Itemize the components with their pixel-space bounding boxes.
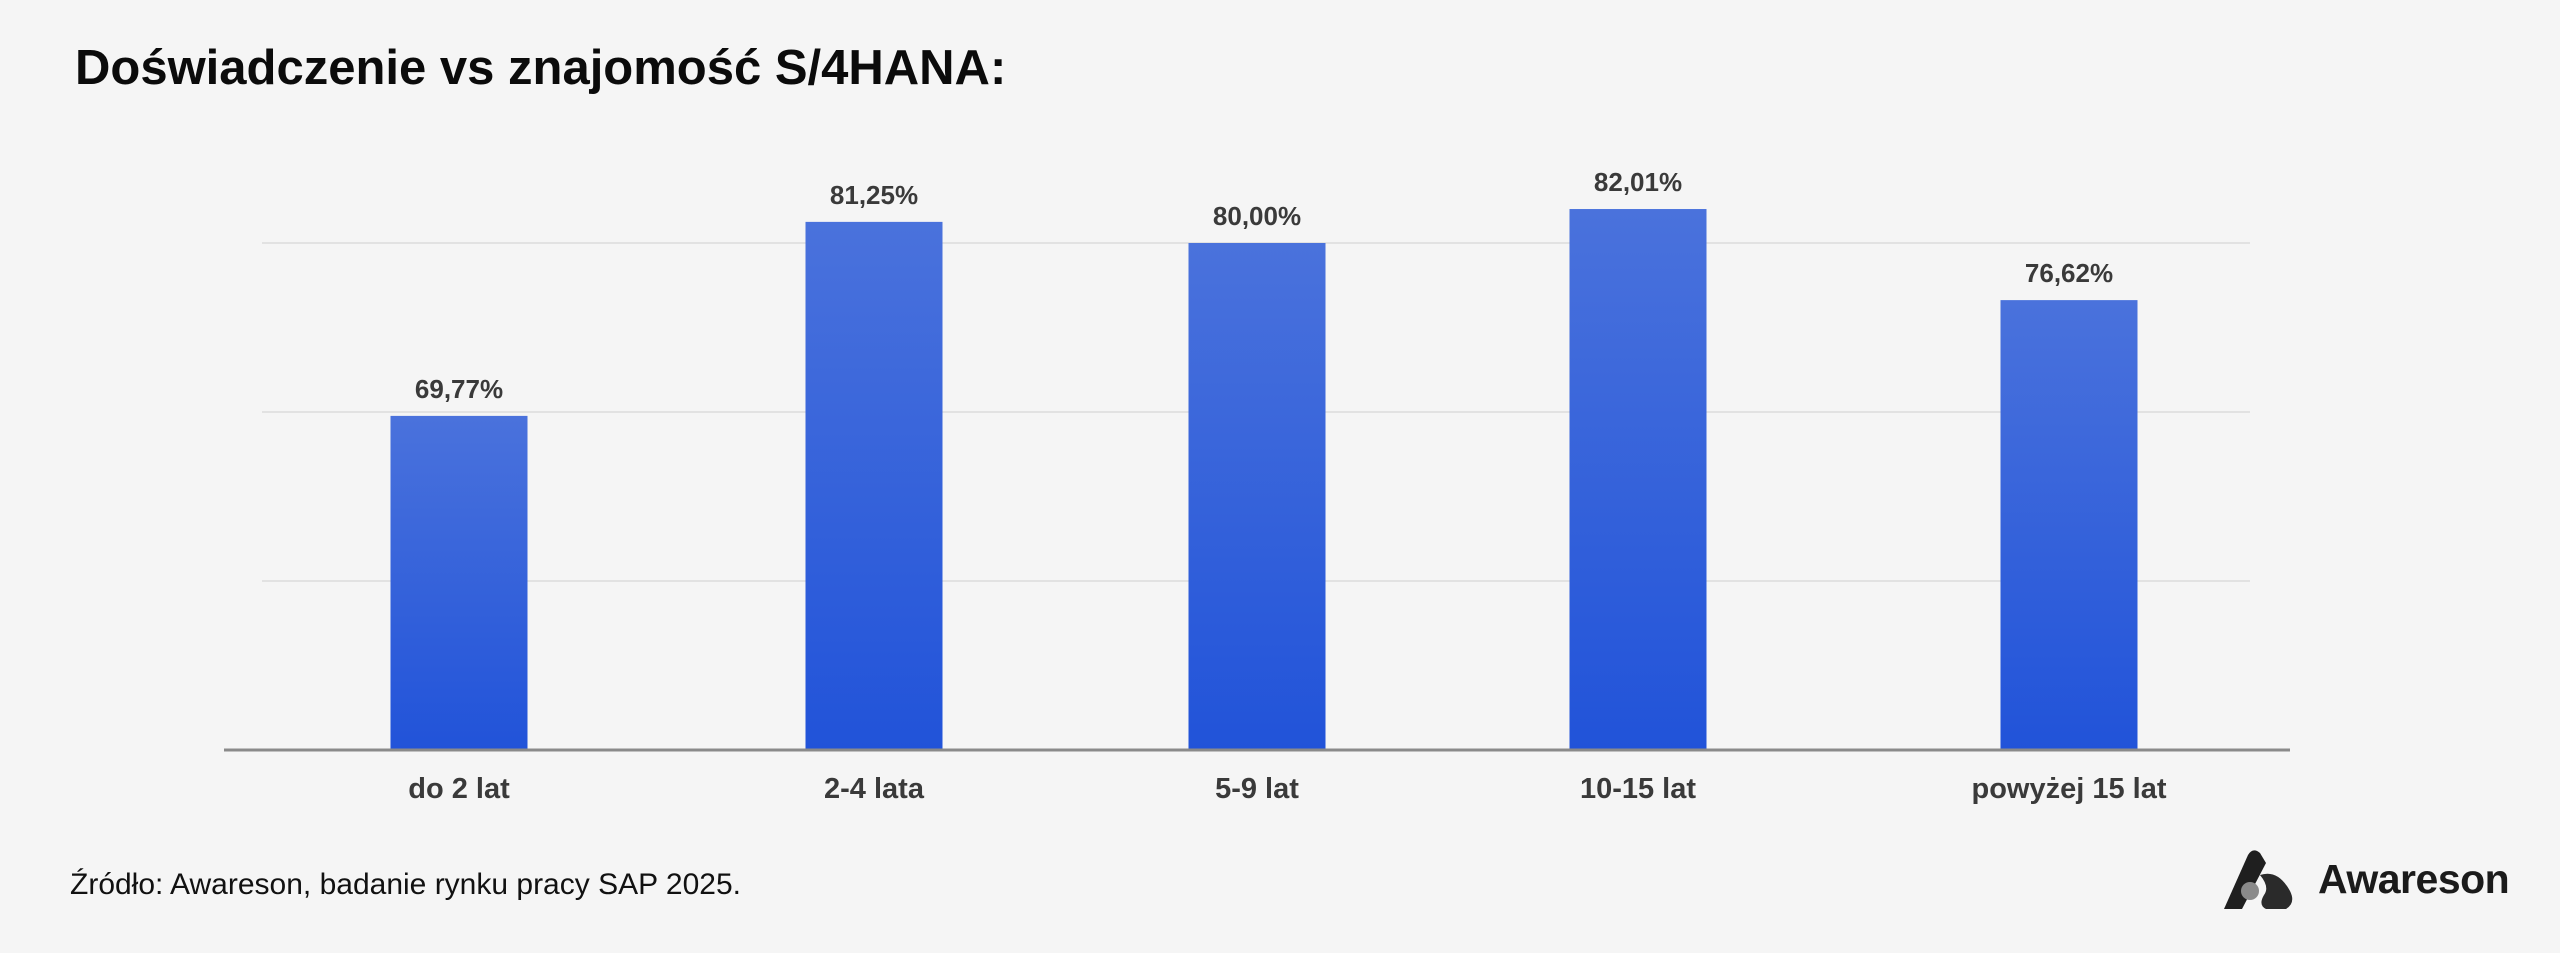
x-tick-label-2: 2-4 lata [824,773,925,805]
x-tick-labels: do 2 lat 2-4 lata 5-9 lat 10-15 lat powyżej … [408,773,2167,805]
x-tick-label-5: powyżej 15 lat [1971,773,2166,805]
data-label-4: 82,01% [1594,167,1682,197]
bar-2 [805,221,943,750]
bar-1 [390,415,528,750]
bar-4 [1569,209,1707,750]
logo-text: Awareson [2318,855,2510,902]
data-label-2: 81,25% [830,180,918,210]
bar-3 [1188,243,1326,750]
x-tick-label-4: 10-15 lat [1580,773,1696,805]
data-label-3: 80,00% [1213,201,1301,231]
bar-5 [2000,300,2138,750]
data-labels: 69,77% 81,25% 80,00% 82,01% 76,62% [415,167,2113,404]
x-tick-label-1: do 2 lat [408,773,510,805]
data-label-1: 69,77% [415,374,503,404]
bars [390,209,2138,750]
data-label-5: 76,62% [2025,258,2113,288]
x-tick-label-3: 5-9 lat [1215,773,1299,805]
awareson-logo-icon [2224,850,2293,909]
page-title: Doświadczenie vs znajomość S/4HANA: [75,41,1007,95]
source-note: Źródło: Awareson, badanie rynku pracy SA… [70,868,741,901]
awareson-logo: Awareson [2220,845,2510,913]
